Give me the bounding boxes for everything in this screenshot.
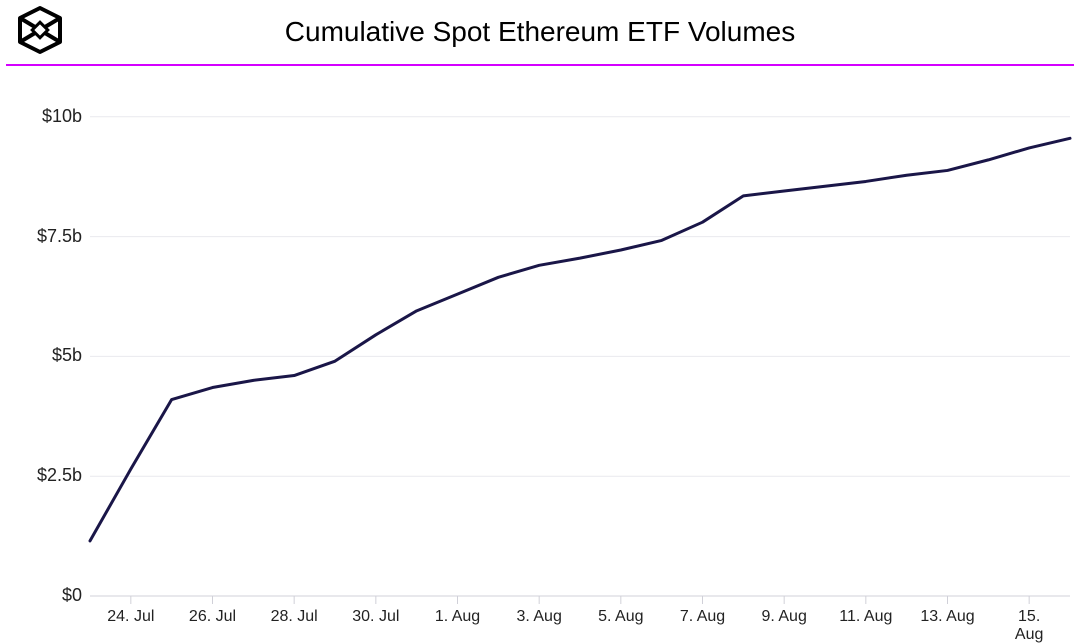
x-axis-label: 28. Jul [271, 608, 318, 626]
chart-title: Cumulative Spot Ethereum ETF Volumes [285, 16, 795, 48]
y-axis-label: $10b [2, 106, 82, 127]
x-axis-label: 7. Aug [680, 608, 725, 626]
chart-svg [0, 66, 1080, 639]
y-axis-label: $2.5b [2, 465, 82, 486]
chart-area: $0 $2.5b $5b $7.5b $10b 24. Jul 26. Jul 28. Jul… [0, 66, 1080, 639]
x-axis-label: 11. Aug [839, 608, 892, 626]
x-axis-label: 26. Jul [189, 608, 236, 626]
y-axis-label: $0 [2, 585, 82, 606]
x-axis-label: 13. Aug [920, 608, 974, 626]
x-axis-label: 9. Aug [761, 608, 806, 626]
chart-container: Cumulative Spot Ethereum ETF Volumes $0$… [0, 0, 1080, 639]
y-axis-label: $7.5b [2, 226, 82, 247]
y-axis-label: $5b [2, 345, 82, 366]
x-axis-label: 3. Aug [516, 608, 561, 626]
x-axis-label: 24. Jul [107, 608, 154, 626]
x-axis-label: 1. Aug [435, 608, 480, 626]
x-axis-label: 5. Aug [598, 608, 643, 626]
brand-logo-icon [14, 4, 66, 61]
x-axis-label: 30. Jul [352, 608, 399, 626]
chart-header: Cumulative Spot Ethereum ETF Volumes [0, 0, 1080, 64]
